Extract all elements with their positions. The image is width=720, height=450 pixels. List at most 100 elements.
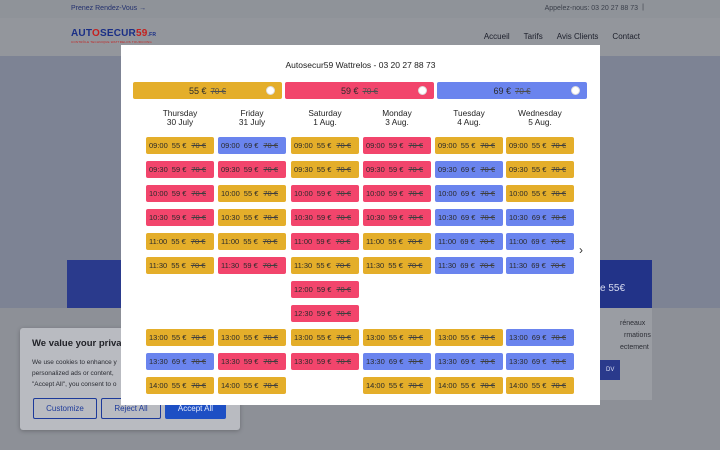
day-weekday: Wednesday	[518, 108, 562, 118]
time-slot[interactable]: 11:00 55 € 70 €	[218, 233, 286, 250]
time-slot[interactable]: 12:30 59 € 70 €	[291, 305, 359, 322]
time-slot[interactable]: 11:00 55 € 70 €	[363, 233, 431, 250]
time-slot[interactable]: 13:00 55 € 70 €	[291, 329, 359, 346]
time-slot[interactable]: 09:00 59 € 70 €	[363, 137, 431, 154]
slot-price: 69 €	[243, 141, 259, 150]
slot-old-price: 70 €	[480, 141, 495, 150]
slot-price: 69 €	[531, 333, 547, 342]
time-slot[interactable]: 09:00 55 € 70 €	[146, 137, 214, 154]
slot-price: 69 €	[531, 213, 547, 222]
radio-icon[interactable]	[571, 86, 580, 95]
nav-item-tarifs[interactable]: Tarifs	[523, 32, 543, 41]
time-slot[interactable]: 13:30 59 € 70 €	[218, 353, 286, 370]
slot-price: 59 €	[316, 237, 331, 246]
time-slot[interactable]: 13:00 55 € 70 €	[218, 329, 286, 346]
time-slot[interactable]: 12:00 59 € 70 €	[291, 281, 359, 298]
time-slot[interactable]: 13:30 69 € 70 €	[363, 353, 431, 370]
site-logo[interactable]: AUTOSECUR59.FR CONTRÔLE TECHNIQUE WATTRE…	[71, 28, 157, 44]
time-slot[interactable]: 14:00 55 € 70 €	[218, 377, 286, 394]
phone-text: Appelez-nous: 03 20 27 88 73	[544, 5, 638, 12]
time-slot[interactable]: 10:00 55 € 70 €	[218, 185, 286, 202]
time-slot[interactable]: 10:30 59 € 70 €	[291, 209, 359, 226]
time-slot[interactable]: 13:00 55 € 70 €	[146, 329, 214, 346]
time-slot[interactable]: 14:00 55 € 70 €	[363, 377, 431, 394]
price-card-right-text: e 55€	[600, 283, 626, 294]
time-slot[interactable]: 11:30 59 € 70 €	[218, 257, 286, 274]
slot-time: 11:30	[366, 261, 385, 270]
price-tier-59[interactable]: 59 €70 €	[285, 82, 434, 99]
time-slot[interactable]: 11:00 55 € 70 €	[146, 233, 214, 250]
time-slot[interactable]: 09:30 55 € 70 €	[291, 161, 359, 178]
slot-time: 09:30	[438, 165, 457, 174]
customize-button[interactable]: Customize	[33, 398, 97, 419]
time-slot[interactable]: 11:30 55 € 70 €	[291, 257, 359, 274]
time-slot[interactable]: 11:00 69 € 70 €	[435, 233, 503, 250]
time-slot[interactable]: 09:30 69 € 70 €	[435, 161, 503, 178]
time-slot[interactable]: 14:00 55 € 70 €	[506, 377, 574, 394]
slot-time: 11:00	[438, 237, 457, 246]
slot-price: 69 €	[171, 357, 187, 366]
slot-price: 59 €	[316, 309, 332, 318]
time-slot[interactable]: 13:30 69 € 70 €	[435, 353, 503, 370]
time-slot[interactable]: 09:30 59 € 70 €	[363, 161, 431, 178]
time-slot[interactable]: 09:00 55 € 70 €	[435, 137, 503, 154]
time-slot[interactable]: 09:00 69 € 70 €	[218, 137, 286, 154]
price-tier-55[interactable]: 55 €70 €	[133, 82, 282, 99]
time-slot[interactable]: 10:00 69 € 70 €	[435, 185, 503, 202]
time-slot[interactable]: 10:30 69 € 70 €	[435, 209, 503, 226]
time-slot[interactable]: 11:00 59 € 70 €	[291, 233, 359, 250]
price-tier-69[interactable]: 69 €70 €	[437, 82, 587, 99]
time-slot[interactable]: 14:00 55 € 70 €	[146, 377, 214, 394]
time-slot[interactable]: 09:30 55 € 70 €	[506, 161, 574, 178]
nav-item-avis-clients[interactable]: Avis Clients	[556, 32, 599, 41]
slot-time: 10:30	[509, 213, 528, 222]
time-slot[interactable]: 09:00 55 € 70 €	[291, 137, 359, 154]
slot-price: 59 €	[243, 165, 259, 174]
time-slot[interactable]: 13:00 55 € 70 €	[435, 329, 503, 346]
slot-time: 09:00	[438, 141, 457, 150]
slot-time: 11:00	[366, 237, 385, 246]
chevron-right-icon[interactable]: ›	[579, 243, 583, 257]
time-slot[interactable]: 13:30 59 € 70 €	[291, 353, 359, 370]
card-rdv-button[interactable]: DV	[600, 360, 621, 380]
rdv-link[interactable]: Prenez Rendez-Vous →	[71, 5, 147, 12]
time-slot[interactable]: 10:00 59 € 70 €	[363, 185, 431, 202]
slot-time: 13:30	[221, 357, 240, 366]
slot-price: 55 €	[171, 333, 187, 342]
day-weekday: Saturday	[308, 108, 342, 118]
tier-old-price: 70 €	[514, 86, 531, 96]
slot-old-price: 70 €	[336, 213, 351, 222]
time-slot[interactable]: 11:30 69 € 70 €	[435, 257, 503, 274]
time-slot[interactable]: 10:30 55 € 70 €	[218, 209, 286, 226]
time-slot[interactable]: 09:00 55 € 70 €	[506, 137, 574, 154]
time-slot[interactable]: 13:30 69 € 70 €	[506, 353, 574, 370]
slot-old-price: 70 €	[263, 333, 278, 342]
time-slot[interactable]: 10:00 55 € 70 €	[506, 185, 574, 202]
time-slot[interactable]: 11:30 55 € 70 €	[363, 257, 431, 274]
time-slot[interactable]: 10:00 59 € 70 €	[146, 185, 214, 202]
time-slot[interactable]: 11:30 55 € 70 €	[146, 257, 214, 274]
nav-item-accueil[interactable]: Accueil	[483, 32, 510, 41]
radio-icon[interactable]	[418, 86, 427, 95]
slot-price: 55 €	[171, 261, 186, 270]
time-slot[interactable]: 13:00 69 € 70 €	[506, 329, 574, 346]
time-slot[interactable]: 13:30 69 € 70 €	[146, 353, 214, 370]
time-slot[interactable]: 09:30 59 € 70 €	[218, 161, 286, 178]
time-slot[interactable]: 13:00 55 € 70 €	[363, 329, 431, 346]
nav-item-contact[interactable]: Contact	[612, 32, 640, 41]
slot-price: 59 €	[316, 189, 332, 198]
time-slot[interactable]: 10:00 59 € 70 €	[291, 185, 359, 202]
time-slot[interactable]: 10:30 69 € 70 €	[506, 209, 574, 226]
time-slot[interactable]: 10:30 59 € 70 €	[146, 209, 214, 226]
slot-price: 55 €	[460, 141, 476, 150]
slot-old-price: 70 €	[407, 261, 423, 270]
time-slot[interactable]: 10:30 59 € 70 €	[363, 209, 431, 226]
radio-icon[interactable]	[266, 86, 275, 95]
slot-time: 14:00	[366, 381, 385, 390]
time-slot[interactable]: 11:30 69 € 70 €	[506, 257, 574, 274]
time-slot[interactable]: 09:30 59 € 70 €	[146, 161, 214, 178]
slot-price: 69 €	[460, 237, 475, 246]
time-slot[interactable]: 11:00 69 € 70 €	[506, 233, 574, 250]
slot-old-price: 70 €	[336, 357, 351, 366]
time-slot[interactable]: 14:00 55 € 70 €	[435, 377, 503, 394]
